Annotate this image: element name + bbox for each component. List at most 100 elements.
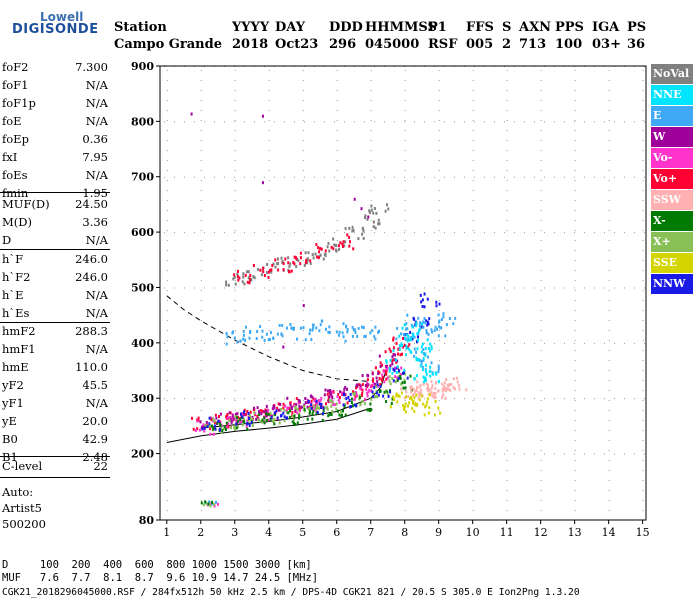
echo-point — [344, 385, 347, 389]
grid-dot — [540, 110, 542, 111]
echo-point — [277, 257, 279, 261]
echo-point — [417, 331, 420, 335]
echo-point — [242, 275, 245, 279]
grid-dot — [334, 398, 335, 400]
echo-point — [419, 293, 422, 297]
grid-dot — [540, 390, 542, 391]
echo-point — [257, 413, 260, 417]
grid-dot — [370, 510, 372, 511]
echo-point — [368, 209, 371, 213]
grid-dot — [608, 480, 610, 481]
grid-dot — [174, 176, 175, 178]
grid-dot — [336, 240, 338, 241]
echo-point — [284, 404, 287, 408]
grid-dot — [370, 450, 372, 451]
grid-dot — [544, 176, 545, 178]
echo-point — [375, 211, 378, 215]
header-value-time: 045000 — [365, 37, 420, 52]
grid-dot — [540, 210, 542, 211]
echo-point — [388, 379, 391, 383]
grid-dot — [302, 130, 304, 131]
echo-point — [423, 317, 426, 320]
grid-dot — [642, 200, 644, 201]
grid-dot — [472, 160, 474, 161]
grid-dot — [354, 121, 355, 123]
echo-point — [298, 416, 300, 420]
grid-dot — [624, 176, 625, 178]
grid-dot — [224, 287, 225, 289]
grid-dot — [404, 470, 406, 471]
grid-dot — [454, 232, 455, 234]
echo-point — [388, 367, 391, 371]
grid-dot — [434, 121, 435, 123]
grid-dot — [254, 176, 255, 178]
echo-point — [420, 300, 423, 304]
grid-dot — [364, 121, 365, 123]
echo-point — [371, 390, 374, 394]
echo-point — [342, 240, 345, 244]
echo-point — [405, 344, 408, 348]
echo-point — [219, 412, 222, 416]
grid-dot — [302, 220, 304, 221]
echo-point — [236, 340, 239, 344]
grid-dot — [544, 342, 545, 344]
echo-point — [318, 402, 321, 406]
grid-dot — [336, 360, 338, 361]
grid-dot — [302, 400, 304, 401]
grid-dot — [438, 480, 440, 481]
echo-point — [349, 392, 352, 396]
grid-dot — [534, 453, 535, 455]
echo-point — [303, 263, 306, 267]
grid-dot — [268, 490, 270, 491]
echo-point — [371, 372, 374, 376]
grid-dot — [336, 100, 338, 101]
echo-point — [311, 417, 314, 421]
grid-dot — [274, 287, 275, 289]
grid-dot — [184, 398, 185, 400]
grid-dot — [234, 260, 236, 261]
grid-dot — [608, 290, 610, 291]
header-label-pps: PPS — [555, 20, 584, 35]
grid-dot — [574, 398, 575, 400]
echo-point — [280, 256, 283, 260]
x-tick-label: 15 — [636, 526, 650, 539]
grid-dot — [574, 176, 575, 178]
echo-point — [331, 410, 334, 413]
header-value-ffs: 005 — [466, 37, 494, 52]
y-tick-label: 500 — [131, 281, 154, 294]
echo-point — [361, 400, 364, 404]
echo-point — [405, 322, 408, 326]
echo-point — [413, 377, 416, 381]
grid-dot — [434, 176, 435, 178]
echo-point — [318, 329, 321, 333]
echo-point — [427, 389, 430, 392]
echo-point — [320, 396, 323, 400]
grid-dot — [438, 300, 440, 301]
grid-dot — [234, 300, 236, 301]
echo-point — [429, 342, 432, 346]
grid-dot — [604, 232, 605, 234]
grid-dot — [472, 130, 474, 131]
echo-point — [246, 280, 249, 284]
param-row: foE N/A — [2, 114, 108, 130]
grid-dot — [268, 260, 270, 261]
grid-dot — [540, 270, 542, 271]
echo-point — [239, 420, 242, 424]
grid-dot — [302, 260, 304, 261]
grid-dot — [302, 90, 304, 91]
echo-point — [321, 412, 324, 416]
grid-dot — [438, 430, 440, 431]
echo-point — [407, 335, 410, 339]
echo-point — [399, 373, 402, 376]
grid-dot — [574, 430, 576, 431]
grid-dot — [574, 290, 576, 291]
grid-dot — [268, 140, 270, 141]
es-point — [211, 502, 214, 506]
grid-dot — [234, 232, 235, 234]
echo-point — [366, 381, 369, 385]
echo-point — [437, 367, 440, 370]
grid-dot — [184, 287, 185, 289]
echo-point — [378, 371, 381, 375]
grid-dot — [264, 453, 265, 455]
grid-dot — [166, 240, 168, 241]
